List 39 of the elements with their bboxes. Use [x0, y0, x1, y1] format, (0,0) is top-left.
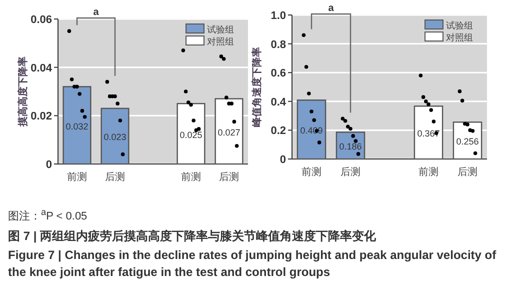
caption: 图 7 | 两组组内疲劳后摸高高度下降率与膝关节峰值角速度下降率变化: [8, 228, 378, 245]
x-tick-label: 前测: [67, 171, 87, 183]
legend-label: 试验组: [446, 20, 473, 30]
picture-significance-bracket: a: [310, 3, 352, 113]
bar: [100, 108, 130, 165]
y-tick-label: 1.0: [270, 10, 286, 22]
y-axis-title: 摸高高度下降率: [17, 56, 29, 128]
legend-label: 对照组: [207, 36, 234, 46]
x-tick-label: 前测: [418, 166, 438, 178]
legend-label: 试验组: [207, 24, 234, 34]
data-label: 0.367: [417, 128, 440, 139]
bar: [336, 132, 366, 160]
x-tick-label: 后测: [340, 166, 360, 178]
y-tick-label: 0.8: [270, 38, 286, 51]
y-tick-label: 0.4: [270, 96, 287, 108]
x-tick-label: 前测: [302, 166, 322, 178]
y-tick-label: 0.04: [30, 62, 53, 74]
y-tick-label: 0: [280, 154, 286, 166]
y-axis-title: 峰值角速度下降率: [251, 47, 263, 127]
x-tick-label: 前测: [181, 171, 201, 183]
data-label: 0.023: [104, 132, 126, 142]
data-label: 0.027: [218, 127, 240, 138]
legend-label: 对照组: [446, 32, 473, 42]
text: 图注：$^{a}$P < 0.05: [8, 206, 88, 225]
x-tick-label: 后测: [219, 171, 239, 183]
caption: Figure 7 | Changes in the decline rates of jumping height and peak angular velocity of the knee joint after fatigue in the test and control groups: [8, 247, 498, 281]
x-tick-label: 后测: [105, 171, 125, 183]
y-tick-label: 0.2: [270, 125, 286, 138]
y-tick-label: 0.06: [30, 14, 52, 26]
data-label: 0.186: [339, 142, 362, 152]
bar: [62, 86, 92, 165]
y-tick-label: 0: [46, 159, 52, 171]
data-label: 0.025: [180, 130, 202, 140]
y-tick-label: 0.6: [270, 68, 286, 80]
x-tick-label: 后测: [458, 166, 478, 178]
y-tick-label: 0.02: [30, 110, 52, 123]
data-label: 0.256: [456, 136, 479, 147]
data-label: 0.032: [66, 121, 88, 132]
picture-significance-bracket: a: [76, 7, 116, 76]
